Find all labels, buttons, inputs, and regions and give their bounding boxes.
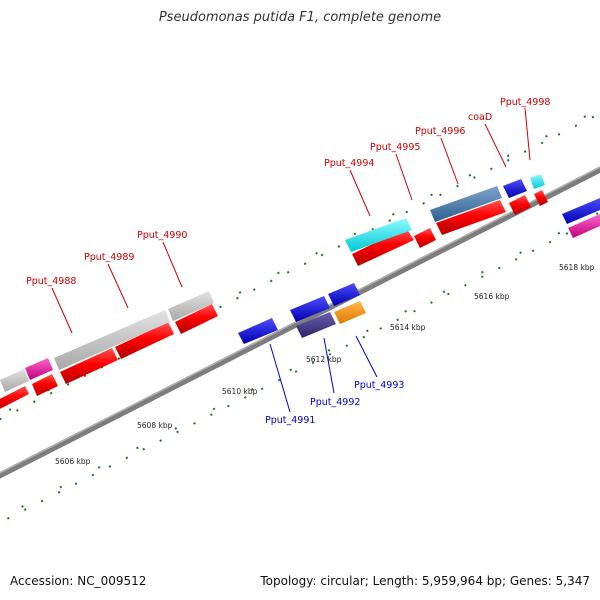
gene-arrow[interactable] — [328, 283, 360, 306]
tick-labels: 5606 kbp 5608 kbp 5610 kbp 5612 kbp 5614… — [55, 263, 595, 466]
gene-arrow[interactable] — [334, 301, 366, 324]
gene-arrow[interactable] — [414, 228, 436, 248]
gene-arrow[interactable] — [60, 348, 118, 384]
gene-label-pput-4992: Pput_4992 — [310, 397, 360, 408]
gene-label-pput-4990: Pput_4990 — [137, 230, 187, 241]
tick-label: 5608 kbp — [137, 421, 173, 430]
gene-label-pput-4993: Pput_4993 — [354, 380, 404, 391]
gene-arrow[interactable] — [509, 195, 531, 215]
forward-gene-labels: Pput_4988 Pput_4989 Pput_4990 Pput_4994 … — [26, 97, 550, 334]
gene-arrow[interactable] — [175, 304, 218, 334]
gene-label-coad: coaD — [468, 112, 492, 123]
gene-arrow[interactable] — [568, 214, 600, 238]
genome-summary-text: Topology: circular; Length: 5,959,964 bp… — [260, 574, 590, 588]
gene-arrow[interactable] — [530, 174, 545, 189]
gene-arrow[interactable] — [430, 186, 502, 222]
gene-arrow[interactable] — [290, 296, 330, 322]
gene-arrow[interactable] — [562, 198, 600, 224]
tick-label: 5606 kbp — [55, 457, 91, 466]
gene-arrow[interactable] — [238, 318, 278, 344]
gene-arrow[interactable] — [296, 312, 336, 338]
gene-label-pput-4991: Pput_4991 — [265, 415, 315, 426]
gene-arrow[interactable] — [345, 218, 412, 252]
gene-label-pput-4996: Pput_4996 — [415, 126, 465, 137]
gene-arrow[interactable] — [436, 200, 506, 235]
gene-arrow[interactable] — [54, 310, 170, 370]
gene-label-pput-4994: Pput_4994 — [324, 158, 374, 169]
gene-arrow[interactable] — [25, 358, 53, 380]
gene-label-pput-4995: Pput_4995 — [370, 142, 420, 153]
gene-arrow[interactable] — [0, 386, 29, 412]
forward-genes — [0, 174, 600, 412]
gene-arrow[interactable] — [534, 190, 548, 206]
accession-text: Accession: NC_009512 — [10, 574, 147, 588]
gene-arrow[interactable] — [32, 374, 58, 396]
gene-label-pput-4989: Pput_4989 — [84, 252, 134, 263]
gene-arrow[interactable] — [503, 179, 527, 198]
gene-label-pput-4988: Pput_4988 — [26, 276, 76, 287]
upper-ruler — [0, 105, 600, 438]
tick-label: 5618 kbp — [559, 263, 595, 272]
reverse-gene-labels: Pput_4991 Pput_4992 Pput_4993 — [265, 335, 404, 426]
tick-label: 5616 kbp — [474, 292, 510, 301]
tick-label: 5612 kbp — [306, 355, 342, 364]
gene-arrow[interactable] — [168, 291, 214, 321]
reverse-genes — [238, 283, 366, 344]
gene-label-pput-4998: Pput_4998 — [500, 97, 550, 108]
tick-label: 5614 kbp — [390, 323, 426, 332]
gene-arrow[interactable] — [115, 322, 174, 359]
tick-label: 5610 kbp — [222, 387, 258, 396]
gene-arrow[interactable] — [352, 228, 414, 266]
map-title: Pseudomonas putida F1, complete genome — [158, 10, 442, 25]
gene-arrow[interactable] — [0, 369, 29, 392]
